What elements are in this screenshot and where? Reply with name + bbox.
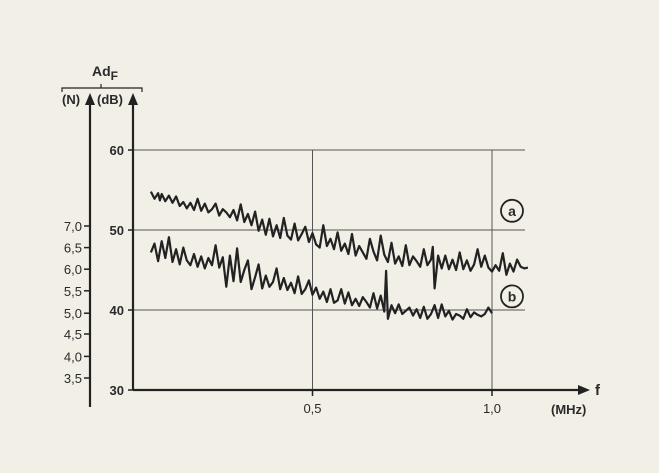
y-tick-label-db: 30 [110, 383, 124, 398]
y-tick-label-db: 40 [110, 303, 124, 318]
x-axis-label: f [595, 382, 601, 399]
y-tick-label-n: 7,0 [64, 219, 82, 234]
series-label-b: b [508, 288, 517, 304]
y-tick-label-n: 3,5 [64, 371, 82, 386]
y-axis-n-arrow-icon [85, 93, 95, 105]
y-tick-label-db: 60 [110, 143, 124, 158]
x-axis-unit: (MHz) [551, 402, 586, 417]
y-tick-label-n: 6,0 [64, 262, 82, 277]
y-axis-title-bracket [61, 84, 143, 92]
series-line-a [149, 191, 529, 290]
x-tick-label: 0,5 [303, 401, 321, 416]
y-axis-unit-n: (N) [62, 92, 80, 107]
series-label-circle-b [500, 284, 524, 309]
y-tick-label-n: 6,5 [64, 241, 82, 256]
x-tick-label: 1,0 [483, 401, 501, 416]
y-axis-unit-db: (dB) [97, 92, 123, 107]
x-axis-arrow-icon [578, 385, 590, 395]
y-tick-label-db: 50 [110, 223, 124, 238]
series-line-b [149, 236, 493, 321]
series-label-circle-a [500, 198, 524, 223]
y-axis-db-arrow-icon [128, 93, 138, 105]
series-label-a: a [508, 203, 516, 219]
y-axis-title: AdF [92, 63, 118, 83]
y-tick-label-n: 5,5 [64, 284, 82, 299]
y-tick-label-n: 5,0 [64, 306, 82, 321]
y-tick-label-n: 4,0 [64, 349, 82, 364]
y-tick-label-n: 4,5 [64, 327, 82, 342]
